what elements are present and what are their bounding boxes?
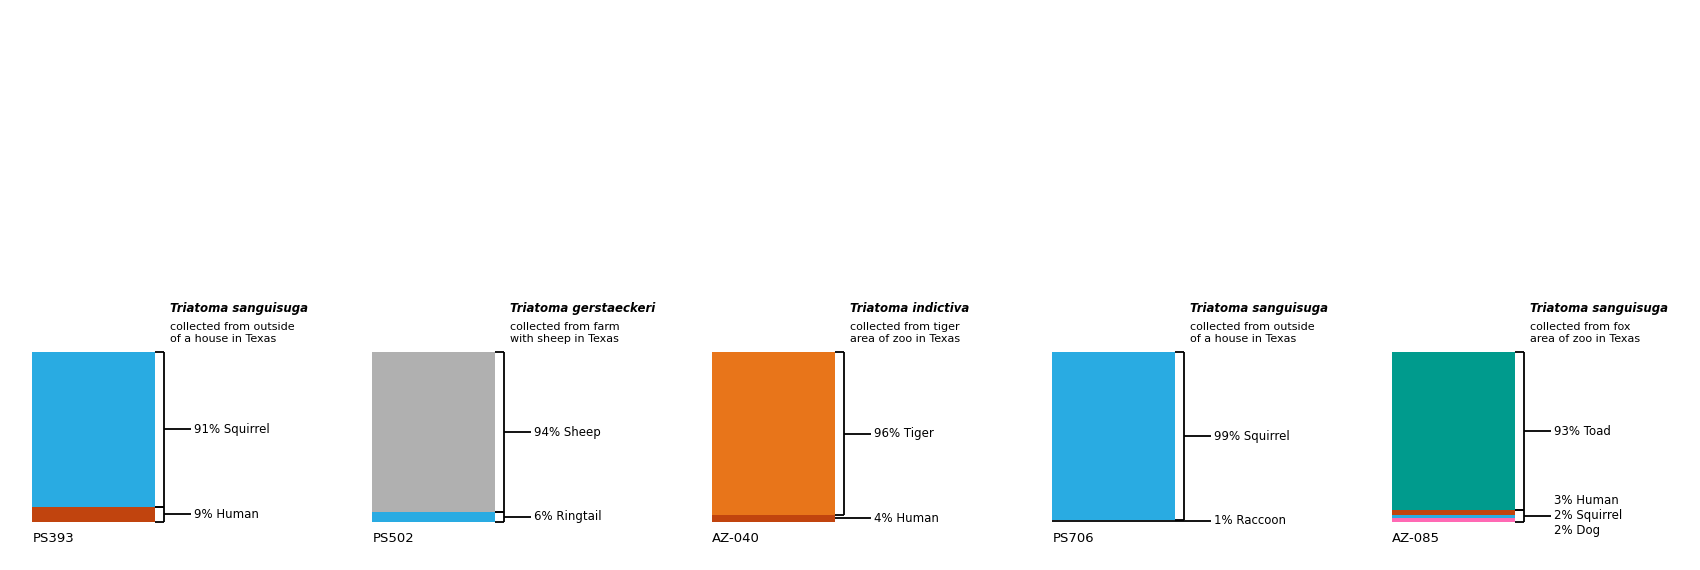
Bar <box>372 512 495 522</box>
Text: 9% Human: 9% Human <box>194 508 260 520</box>
Text: collected from outside
of a house in Texas: collected from outside of a house in Tex… <box>1190 322 1314 344</box>
Bar <box>712 515 835 522</box>
Text: collected from fox
area of zoo in Texas: collected from fox area of zoo in Texas <box>1530 322 1640 344</box>
Text: 3% Human
2% Squirrel
2% Dog: 3% Human 2% Squirrel 2% Dog <box>1554 494 1623 538</box>
Text: collected from farm
with sheep in Texas: collected from farm with sheep in Texas <box>510 322 619 344</box>
Bar <box>1392 352 1515 510</box>
Text: PS502: PS502 <box>372 532 415 545</box>
Text: PS393: PS393 <box>32 532 75 545</box>
Bar <box>32 352 155 507</box>
Text: 6% Ringtail: 6% Ringtail <box>534 510 602 523</box>
Text: collected from outside
of a house in Texas: collected from outside of a house in Tex… <box>170 322 294 344</box>
Text: Triatoma indictiva: Triatoma indictiva <box>850 302 969 315</box>
Text: AZ-085: AZ-085 <box>1392 532 1440 545</box>
Bar <box>1392 515 1515 518</box>
Bar <box>32 507 155 522</box>
Text: Triatoma sanguisuga: Triatoma sanguisuga <box>170 302 308 315</box>
Bar <box>1052 520 1175 522</box>
Bar <box>712 352 835 515</box>
Bar <box>1052 352 1175 520</box>
Bar <box>372 352 495 512</box>
Text: PS706: PS706 <box>1052 532 1093 545</box>
Text: 93% Toad: 93% Toad <box>1554 425 1612 438</box>
Text: Triatoma gerstaeckeri: Triatoma gerstaeckeri <box>510 302 654 315</box>
Text: 94% Sheep: 94% Sheep <box>534 426 602 438</box>
Text: Triatoma sanguisuga: Triatoma sanguisuga <box>1530 302 1668 315</box>
Text: 4% Human: 4% Human <box>874 512 940 525</box>
Text: 96% Tiger: 96% Tiger <box>874 428 935 440</box>
Bar <box>1392 510 1515 515</box>
Bar <box>1392 518 1515 522</box>
Text: collected from tiger
area of zoo in Texas: collected from tiger area of zoo in Texa… <box>850 322 960 344</box>
Text: AZ-040: AZ-040 <box>712 532 760 545</box>
Text: Triatoma sanguisuga: Triatoma sanguisuga <box>1190 302 1328 315</box>
Text: 99% Squirrel: 99% Squirrel <box>1214 430 1290 443</box>
Text: 91% Squirrel: 91% Squirrel <box>194 423 270 436</box>
Text: 1% Raccoon: 1% Raccoon <box>1214 515 1287 527</box>
